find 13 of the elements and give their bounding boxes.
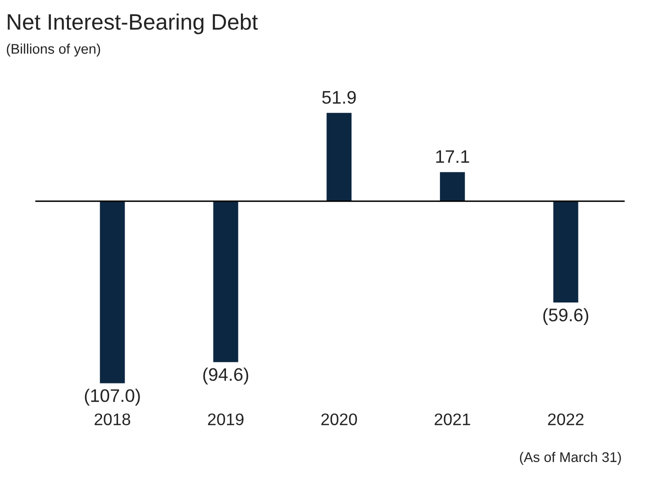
data-label: (94.6) — [203, 368, 248, 384]
data-label: (59.6) — [543, 308, 588, 325]
chart-subtitle: (Billions of yen) — [6, 44, 100, 57]
x-tick-label: 2021 — [434, 413, 470, 426]
data-label: 17.1 — [436, 150, 470, 163]
x-tick-label: 2018 — [94, 413, 130, 426]
x-tick-label: 2022 — [548, 413, 584, 426]
data-label: (107.0) — [84, 388, 140, 406]
x-tick-label: 2020 — [321, 413, 357, 426]
data-label: 51.9 — [322, 90, 356, 104]
chart-title: Net Interest-Bearing Debt — [8, 13, 258, 34]
x-tick-label: 2019 — [208, 413, 244, 426]
text: (As of March 31) — [520, 452, 621, 465]
